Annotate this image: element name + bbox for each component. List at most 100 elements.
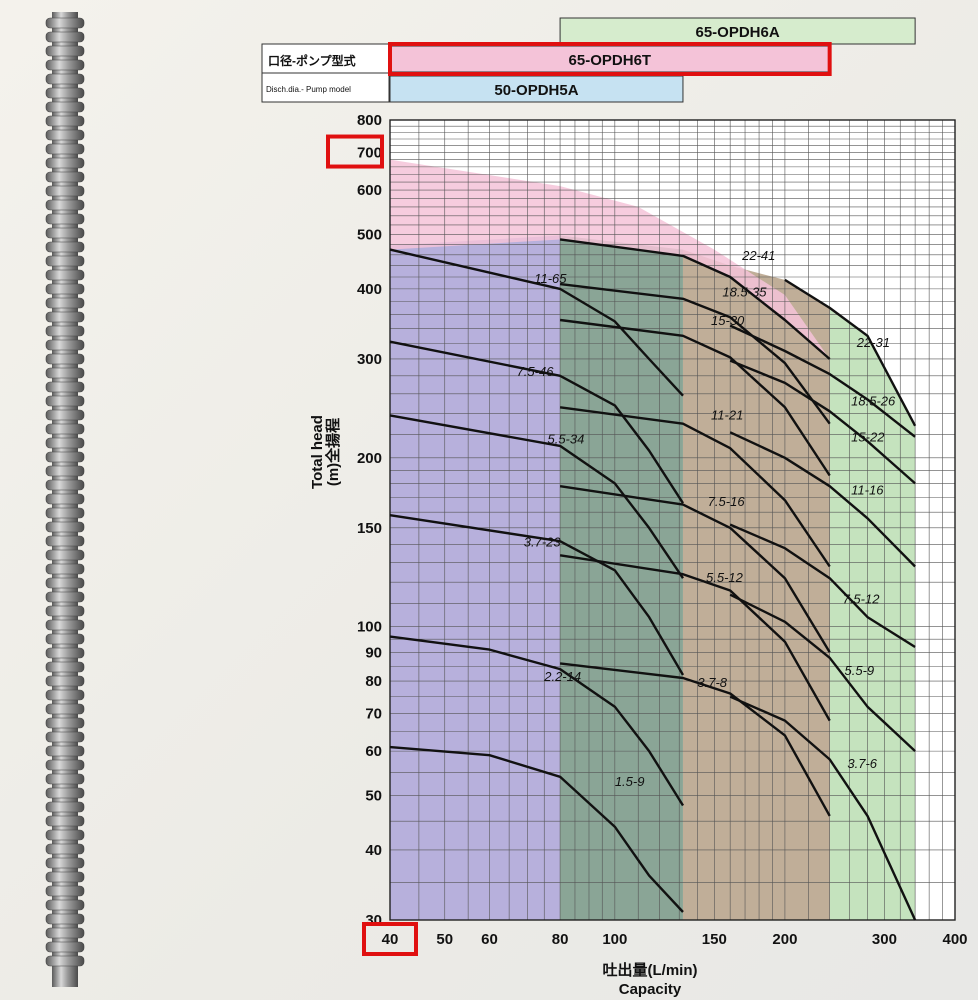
pump-stage-ring	[45, 199, 85, 211]
pump-stage-ring	[45, 871, 85, 883]
pump-stage-ring	[45, 829, 85, 841]
curve-7-5-46	[389, 340, 685, 504]
curve-label-11-16: 11-16	[851, 483, 884, 498]
curve-1-5-9	[389, 745, 684, 913]
highlight-boxes	[326, 42, 832, 956]
curve-5-5-12	[559, 554, 831, 722]
pump-stage-ring	[45, 367, 85, 379]
y-axis-ticks: 800 700 600 500 400 300 200 150 100 90 80 70 60 50 40 3…	[357, 112, 382, 929]
pump-stage-ring	[45, 143, 85, 155]
model-name-65-opdh6t: 65-OPDH6T	[569, 52, 652, 69]
curve-label-3-7-6: 3.7-6	[847, 756, 877, 771]
pump-stage-ring	[45, 185, 85, 197]
pump-stage-ring	[45, 745, 85, 757]
curve-label-22-41: 22-41	[741, 248, 775, 263]
pump-stage-ring	[45, 759, 85, 771]
pump-stage-ring	[45, 703, 85, 715]
curve-2-2-14	[389, 635, 685, 807]
curve-3-7-23	[389, 514, 685, 676]
pump-stage-ring	[45, 437, 85, 449]
curve-label-7-5-12: 7.5-12	[843, 591, 881, 606]
pump-stage-ring	[45, 451, 85, 463]
pump-stage-ring	[45, 157, 85, 169]
curve-7-5-16	[559, 485, 831, 653]
pump-stage-ring	[45, 17, 85, 29]
curve-label-11-21: 11-21	[711, 408, 743, 423]
pump-stage-ring	[45, 955, 85, 967]
region-65-opdh6t	[390, 159, 830, 359]
curve-18-5-35	[559, 282, 831, 425]
model-bar-65-opdh6a	[559, 17, 916, 45]
curve-label-18-5-26: 18.5-26	[851, 393, 896, 408]
curve-label-3-7-23: 3.7-23	[524, 534, 562, 549]
y-tick-200: 200	[357, 450, 382, 467]
curve-label-7-5-16: 7.5-16	[708, 494, 746, 509]
curve-3-7-8	[559, 662, 831, 817]
x-axis-title-en: Capacity	[619, 981, 682, 998]
pump-stage-ring	[45, 241, 85, 253]
pump-stage-ring	[45, 283, 85, 295]
pump-stage-ring	[45, 129, 85, 141]
curve-5-5-34	[389, 414, 684, 579]
pump-stage-ring	[45, 633, 85, 645]
model-header-label-jp: 口径-ポンプ型式	[268, 53, 356, 68]
model-name-65-opdh6a: 65-OPDH6A	[696, 24, 780, 41]
pump-stage-ring	[45, 87, 85, 99]
x-tick-300: 300	[872, 931, 897, 948]
pump-stage-ring	[45, 591, 85, 603]
pump-stage-ring	[45, 689, 85, 701]
curve-label-11-65: 11-65	[534, 271, 567, 286]
curve-label-5-5-12: 5.5-12	[706, 570, 744, 585]
pump-stage-ring	[45, 297, 85, 309]
pump-stage-ring	[45, 311, 85, 323]
plot-frame	[389, 119, 956, 921]
pump-stage-ring	[45, 171, 85, 183]
y-axis-title-en: Total head	[309, 415, 326, 489]
pump-stage-ring	[45, 31, 85, 43]
curve-label-15-22: 15-22	[851, 429, 885, 444]
pump-stage-ring	[45, 773, 85, 785]
pump-stage-ring	[45, 115, 85, 127]
y-tick-60: 60	[365, 743, 382, 760]
curve-15-30	[559, 318, 831, 477]
y-tick-40: 40	[365, 842, 382, 859]
y-tick-100: 100	[357, 619, 382, 636]
curve-7-5-12	[729, 523, 916, 649]
curve-label-15-30: 15-30	[711, 313, 745, 328]
curve-label-3-7-8: 3.7-8	[697, 675, 727, 690]
y-tick-800: 800	[357, 112, 382, 129]
pump-stage-ring	[45, 605, 85, 617]
pump-stage-ring	[45, 101, 85, 113]
x-axis-title-jp: 吐出量(L/min)	[603, 961, 698, 979]
pump-stage-ring	[45, 479, 85, 491]
pump-stage-ring	[45, 787, 85, 799]
highlight-box-40	[362, 922, 418, 956]
curve-label-22-31: 22-31	[856, 335, 890, 350]
curve-label-7-5-46: 7.5-46	[517, 364, 555, 379]
pump-stage-ring	[45, 353, 85, 365]
curve-22-31	[784, 278, 917, 427]
pump-stage-ring	[45, 843, 85, 855]
y-tick-50: 50	[365, 788, 382, 805]
pump-stage-ring	[45, 255, 85, 267]
pump-stage-ring	[45, 717, 85, 729]
highlight-box-65-opdh6t	[388, 42, 832, 76]
pump-stage-ring	[45, 507, 85, 519]
curve-label-18-5-35: 18.5-35	[722, 284, 767, 299]
pump-stage-ring	[45, 213, 85, 225]
y-tick-700: 700	[357, 145, 382, 162]
curve-label-5-5-34: 5.5-34	[547, 432, 584, 447]
pump-stage-ring	[45, 409, 85, 421]
pump-stage-ring	[45, 647, 85, 659]
pump-stage-ring	[45, 325, 85, 337]
pump-photo	[45, 12, 85, 987]
y-tick-500: 500	[357, 227, 382, 244]
x-tick-50: 50	[436, 931, 453, 948]
pump-stage-ring	[45, 675, 85, 687]
pump-stage-ring	[45, 913, 85, 925]
pump-stage-ring	[45, 801, 85, 813]
pump-stage-ring	[45, 269, 85, 281]
curve-5-5-9	[729, 593, 916, 752]
pump-stage-ring	[45, 577, 85, 589]
